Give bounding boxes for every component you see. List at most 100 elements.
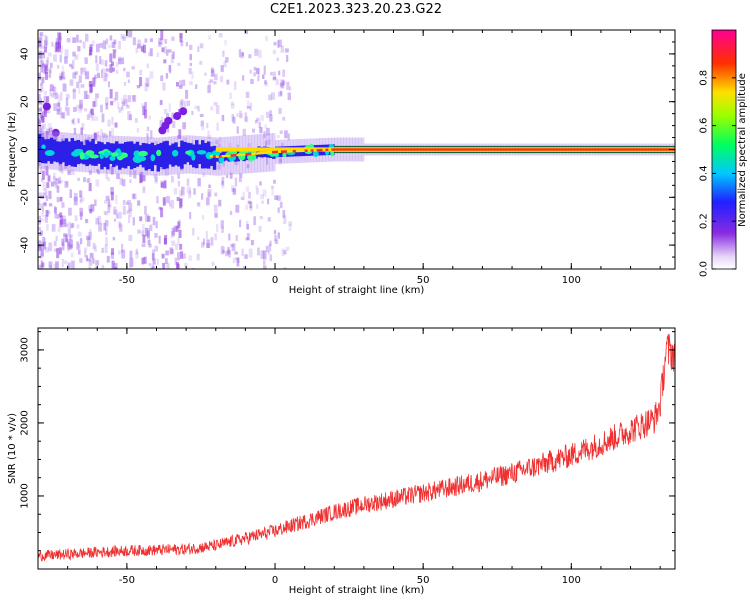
noise-speckle: [107, 44, 112, 48]
trace-core: [183, 141, 187, 165]
noise-speckle: [80, 67, 83, 75]
trace-red: [580, 148, 584, 151]
noise-speckle: [136, 127, 139, 133]
noise-speckle: [100, 59, 105, 66]
noise-blob: [164, 116, 173, 125]
noise-speckle: [76, 241, 79, 250]
noise-speckle: [64, 180, 69, 188]
noise-speckle: [167, 49, 172, 53]
noise-speckle: [89, 252, 94, 259]
noise-speckle: [76, 81, 80, 89]
noise-speckle: [60, 112, 65, 118]
noise-streak: [45, 131, 49, 141]
noise-speckle: [99, 128, 103, 135]
noise-streak: [178, 129, 182, 139]
noise-speckle: [67, 163, 71, 170]
noise-speckle: [279, 90, 283, 96]
noise-speckle: [210, 69, 215, 77]
noise-speckle: [238, 173, 242, 183]
noise-speckle: [225, 57, 229, 63]
noise-speckle: [68, 207, 72, 216]
noise-speckle: [151, 264, 154, 269]
noise-speckle: [119, 177, 123, 185]
noise-speckle: [40, 125, 44, 134]
noise-speckle: [117, 101, 120, 109]
noise-speckle: [98, 222, 103, 232]
noise-speckle: [269, 110, 272, 116]
noise-speckle: [49, 88, 52, 97]
noise-streak: [59, 212, 63, 218]
noise-speckle: [142, 186, 146, 193]
trace-red: [414, 148, 418, 151]
trace-red: [526, 148, 531, 151]
noise-speckle: [183, 137, 188, 143]
trace-red: [553, 148, 557, 151]
noise-speckle: [53, 241, 57, 247]
noise-speckle: [272, 77, 277, 81]
noise-streak: [160, 30, 164, 41]
trace-blob: [196, 150, 207, 155]
trace-red: [325, 148, 329, 152]
trace-red: [363, 148, 368, 151]
noise-speckle: [156, 52, 159, 58]
noise-speckle: [41, 63, 46, 67]
noise-speckle: [52, 176, 56, 184]
noise-speckle: [141, 224, 145, 230]
noise-speckle: [73, 106, 77, 112]
noise-speckle: [185, 89, 189, 99]
trace-red: [289, 150, 294, 153]
noise-speckle: [165, 113, 170, 117]
noise-speckle: [154, 245, 158, 252]
noise-speckle: [67, 262, 71, 269]
noise-streak: [180, 251, 184, 259]
trace-core: [165, 140, 169, 169]
trace-core: [257, 146, 261, 157]
y-tick-label: 1000: [20, 483, 31, 508]
noise-streak: [179, 243, 183, 250]
noise-speckle: [207, 130, 210, 139]
noise-speckle: [113, 206, 117, 216]
noise-speckle: [104, 244, 108, 253]
trace-red: [260, 151, 264, 155]
noise-speckle: [111, 128, 115, 137]
noise-speckle: [231, 243, 236, 251]
noise-speckle: [240, 52, 244, 59]
noise-speckle: [52, 54, 57, 62]
trace-red: [574, 148, 578, 151]
noise-speckle: [51, 42, 54, 47]
trace-red: [399, 148, 403, 151]
noise-streak: [160, 182, 164, 188]
noise-speckle: [63, 234, 68, 243]
trace-red: [615, 148, 620, 151]
noise-speckle: [149, 38, 153, 43]
noise-speckle: [160, 75, 164, 82]
noise-speckle: [236, 144, 240, 150]
noise-speckle: [118, 211, 122, 219]
trace-red: [384, 148, 389, 151]
noise-speckle: [45, 36, 49, 46]
noise-speckle: [257, 76, 260, 82]
trace-red: [639, 148, 643, 151]
noise-speckle: [231, 185, 235, 192]
noise-speckle: [122, 205, 126, 215]
noise-speckle: [146, 63, 149, 69]
noise-speckle: [80, 127, 83, 135]
noise-speckle: [170, 249, 174, 254]
noise-speckle: [244, 254, 248, 259]
noise-speckle: [146, 126, 150, 132]
trace-core: [40, 137, 45, 164]
noise-speckle: [76, 224, 80, 229]
trace-red: [479, 148, 483, 151]
noise-speckle: [97, 170, 100, 175]
noise-speckle: [54, 133, 59, 141]
noise-speckle: [38, 94, 41, 99]
noise-streak: [177, 221, 181, 229]
noise-speckle: [244, 112, 248, 122]
noise-speckle: [38, 199, 41, 206]
noise-speckle: [41, 76, 45, 84]
noise-speckle: [114, 91, 119, 101]
noise-speckle: [81, 197, 85, 202]
trace-core: [144, 143, 149, 171]
noise-speckle: [122, 101, 125, 106]
y-tick-label: -40: [20, 237, 31, 253]
